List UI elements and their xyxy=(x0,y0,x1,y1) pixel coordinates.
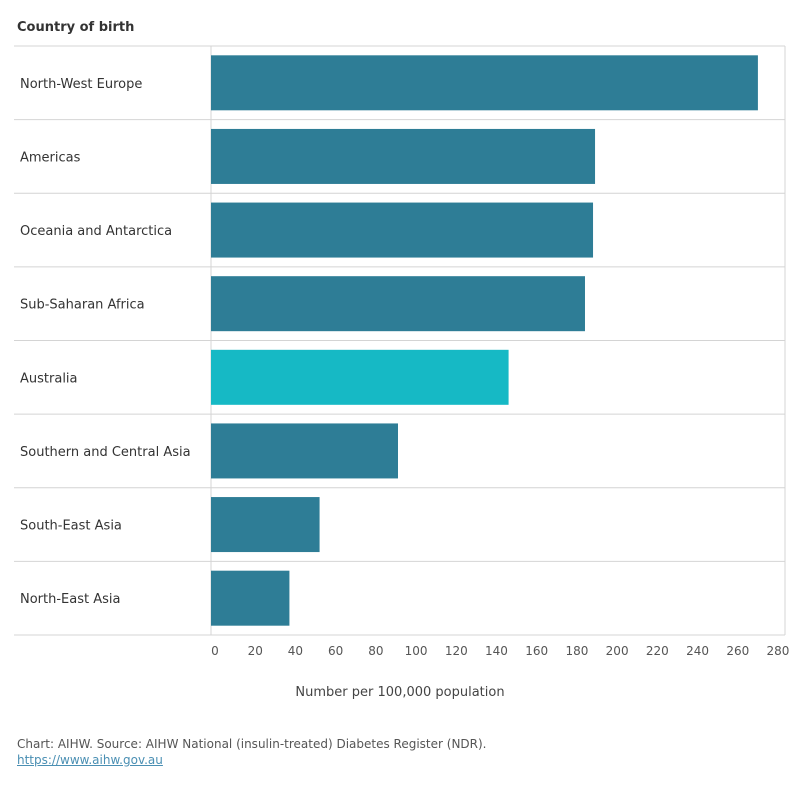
x-axis-ticks: 0 20 40 60 80 100 120 140 160 180 200 220 240 260 280 xyxy=(211,644,789,658)
source-note: Chart: AIHW. Source: AIHW National (insu… xyxy=(17,737,487,751)
chart-rows: North-West Europe Americas Oceania and Ant… xyxy=(14,45,786,636)
bar[interactable] xyxy=(211,570,290,626)
category-label: South-East Asia xyxy=(20,519,122,534)
x-tick-label: 180 xyxy=(565,644,588,658)
bar[interactable] xyxy=(211,128,596,184)
category-label: Australia xyxy=(20,371,78,386)
bar[interactable] xyxy=(211,349,509,405)
x-tick-label: 20 xyxy=(248,644,263,658)
category-label: Oceania and Antarctica xyxy=(20,224,172,239)
x-tick-label: 80 xyxy=(368,644,383,658)
x-tick-label: 240 xyxy=(686,644,709,658)
category-label: Sub-Saharan Africa xyxy=(20,298,145,313)
x-tick-label: 40 xyxy=(288,644,303,658)
x-axis-label: Number per 100,000 population xyxy=(295,685,504,700)
category-label: North-West Europe xyxy=(20,77,142,92)
x-tick-label: 120 xyxy=(445,644,468,658)
x-tick-label: 200 xyxy=(606,644,629,658)
x-tick-label: 220 xyxy=(646,644,669,658)
x-tick-label: 140 xyxy=(485,644,508,658)
x-tick-label: 0 xyxy=(211,644,219,658)
bar[interactable] xyxy=(211,497,320,553)
bar[interactable] xyxy=(211,55,758,111)
row-header: Country of birth xyxy=(17,20,134,35)
bar[interactable] xyxy=(211,423,398,479)
category-label: Americas xyxy=(20,150,81,165)
x-tick-label: 260 xyxy=(726,644,749,658)
x-tick-label: 100 xyxy=(405,644,428,658)
x-tick-label: 160 xyxy=(525,644,548,658)
category-label: North-East Asia xyxy=(20,592,120,607)
bar[interactable] xyxy=(211,202,594,258)
category-label: Southern and Central Asia xyxy=(20,445,191,460)
x-tick-label: 60 xyxy=(328,644,343,658)
source-link[interactable]: https://www.aihw.gov.au xyxy=(17,753,163,767)
chart-footer: Chart: AIHW. Source: AIHW National (insu… xyxy=(17,736,487,768)
x-tick-label: 280 xyxy=(767,644,790,658)
bar[interactable] xyxy=(211,276,585,332)
